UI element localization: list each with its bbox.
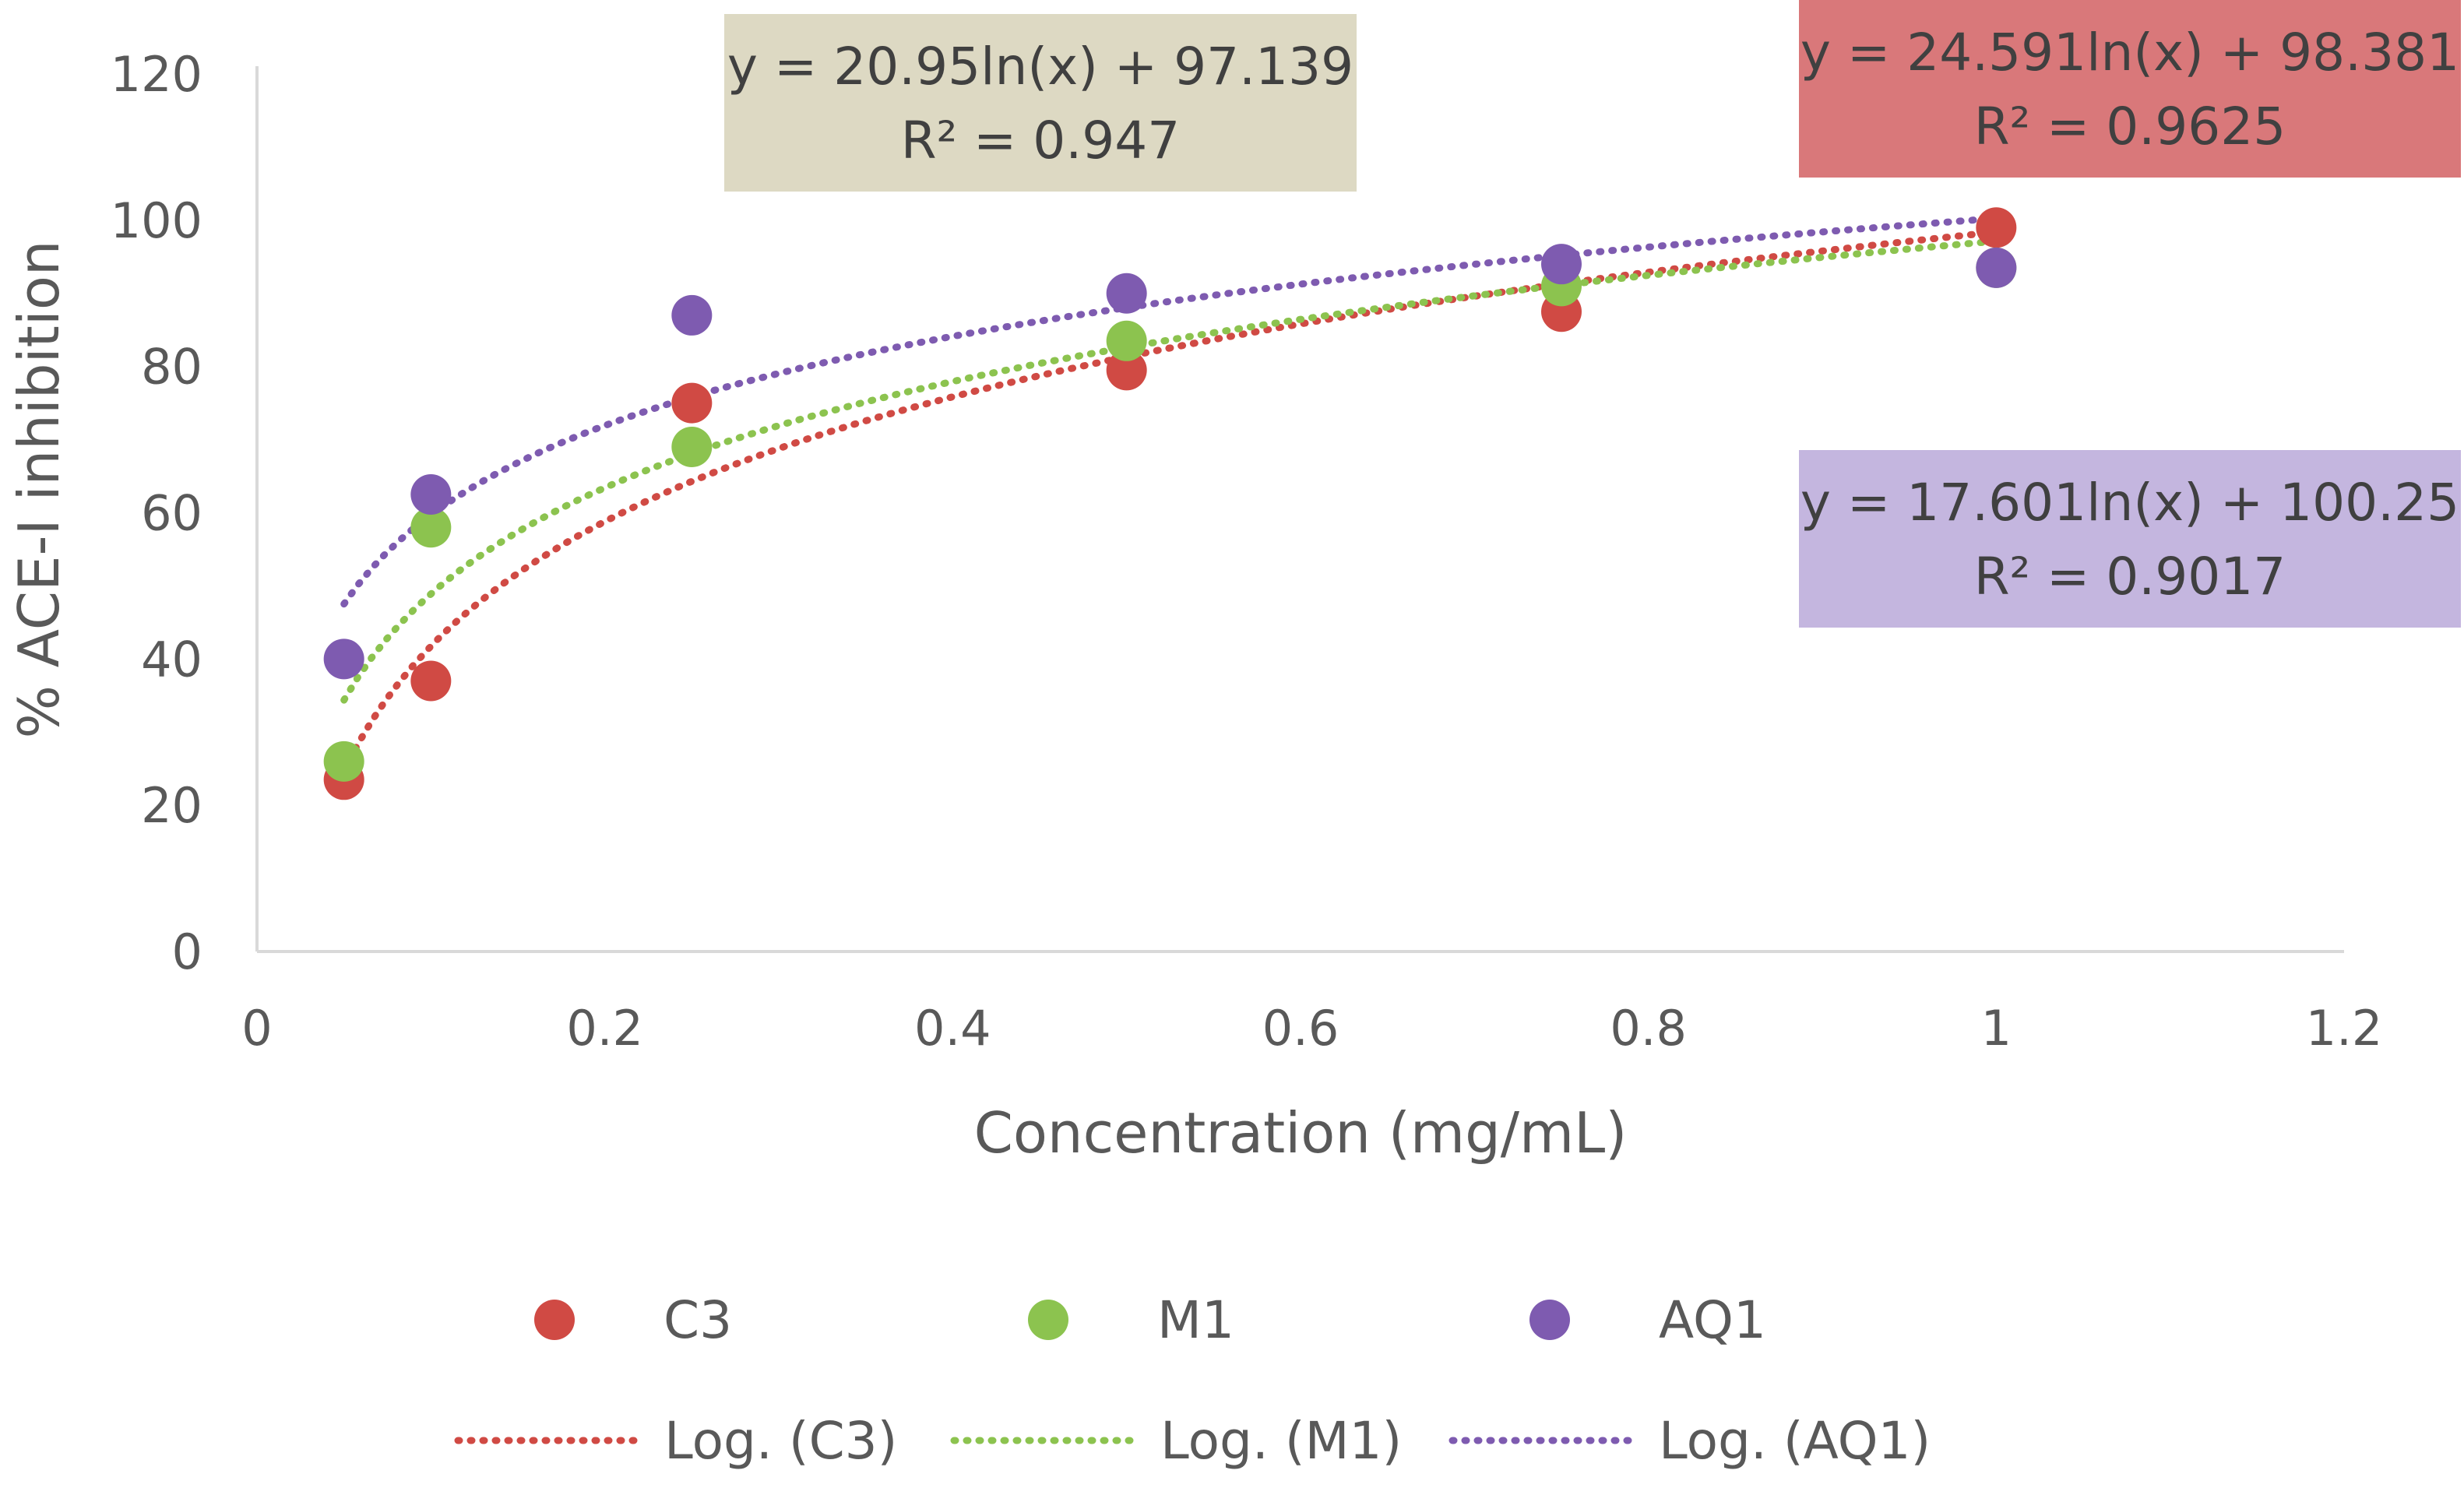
data-point-aq1: [323, 638, 364, 680]
legend-marker-c3: [534, 1300, 575, 1340]
data-point-c3: [410, 660, 452, 702]
x-tick-label: 0.8: [1610, 1000, 1687, 1057]
equation-label-c3: y = 24.591ln(x) + 98.381 R² = 0.9625: [1799, 0, 2461, 178]
data-point-c3: [1106, 350, 1147, 391]
data-point-c3: [671, 382, 713, 424]
data-point-m1: [323, 740, 364, 782]
data-point-c3: [1976, 207, 2017, 248]
legend: C3 M1 AQ1 Log. (C3) Log. (M1) Log. (AQ1): [454, 1290, 1931, 1471]
equation-labels: y = 20.95ln(x) + 97.139 R² = 0.947 y = 24.…: [724, 0, 2461, 628]
axes: 0 0.2 0.4 0.6 0.8 1 1.2 0 20 40 60 80 100 120 Concentr…: [6, 46, 2382, 1166]
y-tick-label: 0: [172, 923, 202, 980]
legend-trend-label-c3: Log. (C3): [664, 1411, 897, 1471]
y-tick-label: 40: [141, 631, 202, 688]
x-tick-label: 1: [1981, 1000, 2012, 1057]
r-squared-text: R² = 0.9017: [1974, 547, 2286, 607]
equation-label-box: [724, 14, 1357, 192]
legend-trend-label-m1: Log. (M1): [1160, 1411, 1402, 1471]
data-points: [323, 207, 2017, 800]
y-tick-label: 20: [141, 777, 202, 834]
x-tick-label: 1.2: [2306, 1000, 2383, 1057]
y-tick-label: 100: [111, 192, 202, 249]
equation-label-box: [1799, 450, 2461, 628]
trendline-aq1: [340, 215, 2000, 608]
data-point-aq1: [1106, 273, 1147, 314]
x-tick-label: 0.2: [566, 1000, 643, 1057]
trendline-m1: [340, 237, 2000, 704]
data-point-aq1: [1976, 247, 2017, 288]
data-point-m1: [1106, 320, 1147, 361]
r-squared-text: R² = 0.947: [901, 111, 1181, 171]
equation-label-box: [1799, 0, 2461, 178]
equation-text: y = 17.601ln(x) + 100.25: [1800, 473, 2459, 533]
equation-label-m1: y = 20.95ln(x) + 97.139 R² = 0.947: [724, 14, 1357, 192]
y-tick-label: 80: [141, 339, 202, 396]
y-tick-label: 60: [141, 485, 202, 542]
trendlines: [340, 215, 2000, 775]
data-point-aq1: [410, 474, 452, 515]
y-axis-title: % ACE-I inhibition: [6, 240, 72, 738]
legend-trend-label-aq1: Log. (AQ1): [1659, 1411, 1931, 1471]
equation-text: y = 24.591ln(x) + 98.381: [1800, 23, 2459, 83]
equation-text: y = 20.95ln(x) + 97.139: [727, 37, 1353, 97]
data-point-aq1: [1541, 244, 1582, 285]
trendline-c3: [340, 228, 2000, 775]
x-tick-label: 0.6: [1262, 1000, 1339, 1057]
data-point-m1: [671, 426, 713, 467]
x-axis-title: Concentration (mg/mL): [974, 1100, 1628, 1166]
legend-label-m1: M1: [1157, 1290, 1234, 1350]
data-point-aq1: [671, 294, 713, 336]
r-squared-text: R² = 0.9625: [1974, 97, 2286, 157]
legend-label-c3: C3: [664, 1290, 732, 1350]
x-tick-label: 0.4: [914, 1000, 991, 1057]
legend-marker-m1: [1028, 1300, 1068, 1340]
y-tick-label: 120: [111, 46, 202, 103]
data-point-m1: [410, 507, 452, 548]
legend-label-aq1: AQ1: [1659, 1290, 1766, 1350]
x-tick-label: 0: [241, 1000, 272, 1057]
legend-marker-aq1: [1529, 1300, 1570, 1340]
equation-label-aq1: y = 17.601ln(x) + 100.25 R² = 0.9017: [1799, 450, 2461, 628]
